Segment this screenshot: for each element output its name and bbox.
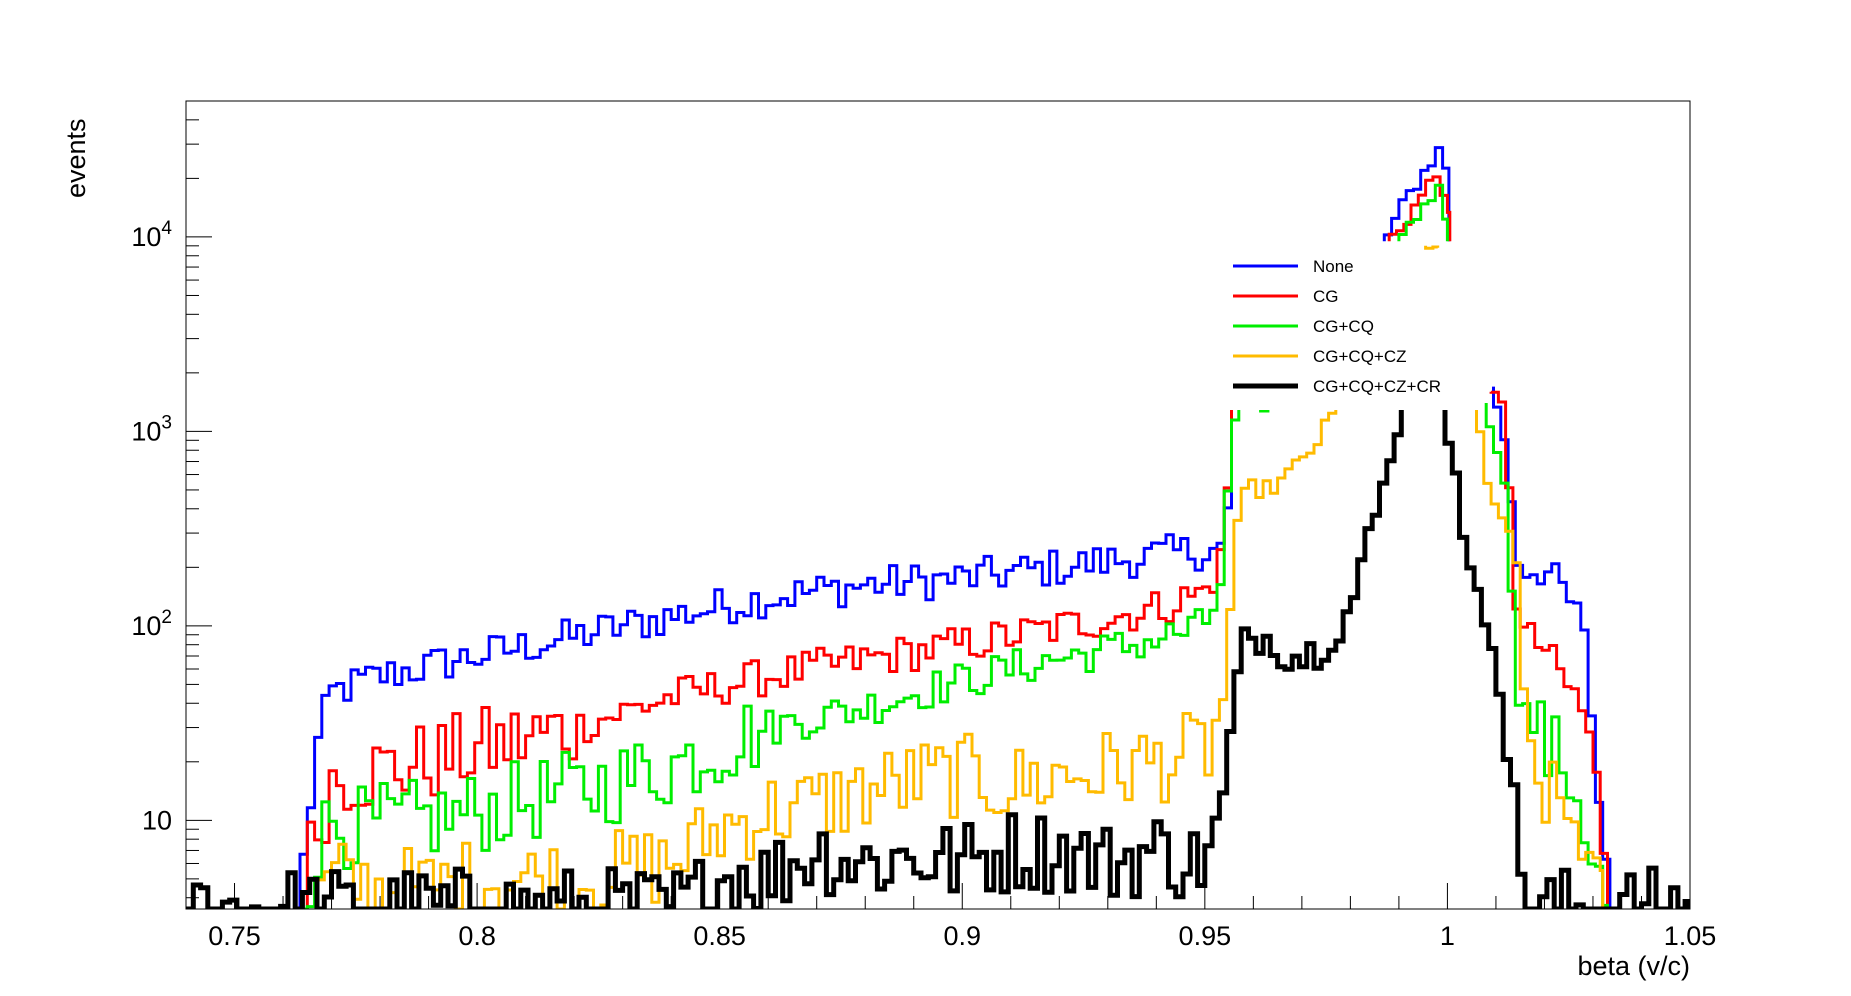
- y-tick-label: 102: [131, 607, 172, 641]
- y-tick-label: 103: [131, 412, 172, 446]
- x-tick-label: 1: [1440, 921, 1455, 951]
- y-tick-label: 104: [131, 218, 172, 252]
- series-line-cg: [300, 384, 1241, 909]
- x-tick-labels: 0.75 0.8 0.85 0.9 0.95 1 1.05: [208, 921, 1716, 951]
- legend-box: [1228, 250, 1478, 410]
- series-line-cg-cq-cz-cr: [186, 384, 1412, 909]
- legend-label: CG+CQ+CZ: [1313, 347, 1407, 366]
- series-line-cg: [1387, 175, 1452, 242]
- series-line-cg-cq: [1397, 183, 1449, 242]
- x-tick-label: 0.75: [208, 921, 261, 951]
- series-line-cg-cq: [300, 392, 1270, 909]
- y-axis-title: events: [61, 118, 91, 198]
- series-line-cg-cq-cz: [315, 386, 1352, 909]
- ticks-layer: [186, 100, 1691, 909]
- y-tick-labels: 10 102 103 104: [131, 218, 172, 835]
- series-line-cg-cq-cz: [1475, 391, 1605, 909]
- x-tick-label: 0.8: [458, 921, 496, 951]
- x-tick-label: 0.85: [693, 921, 746, 951]
- legend-label: CG+CQ: [1313, 317, 1374, 336]
- plot-frame: [185, 100, 1691, 910]
- legend: None CG CG+CQ CG+CQ+CZ CG+CQ+CZ+CR: [1228, 250, 1478, 410]
- series-line-cg: [1489, 390, 1610, 909]
- x-tick-label: 0.9: [943, 921, 981, 951]
- legend-label: CG+CQ+CZ+CR: [1313, 377, 1441, 396]
- y-tick-label: 10: [142, 805, 172, 835]
- legend-label: None: [1313, 257, 1354, 276]
- x-axis-title: beta (v/c): [1577, 951, 1690, 981]
- series-line-cg-cq-cz: [1424, 245, 1440, 250]
- series-layer: [186, 146, 1690, 909]
- x-tick-label: 0.95: [1179, 921, 1232, 951]
- x-tick-label: 1.05: [1664, 921, 1717, 951]
- series-line-none: [1382, 146, 1451, 242]
- series-line-none: [298, 384, 1238, 909]
- series-line-cg-cq-cz-cr: [1442, 384, 1690, 909]
- legend-label: CG: [1313, 287, 1339, 306]
